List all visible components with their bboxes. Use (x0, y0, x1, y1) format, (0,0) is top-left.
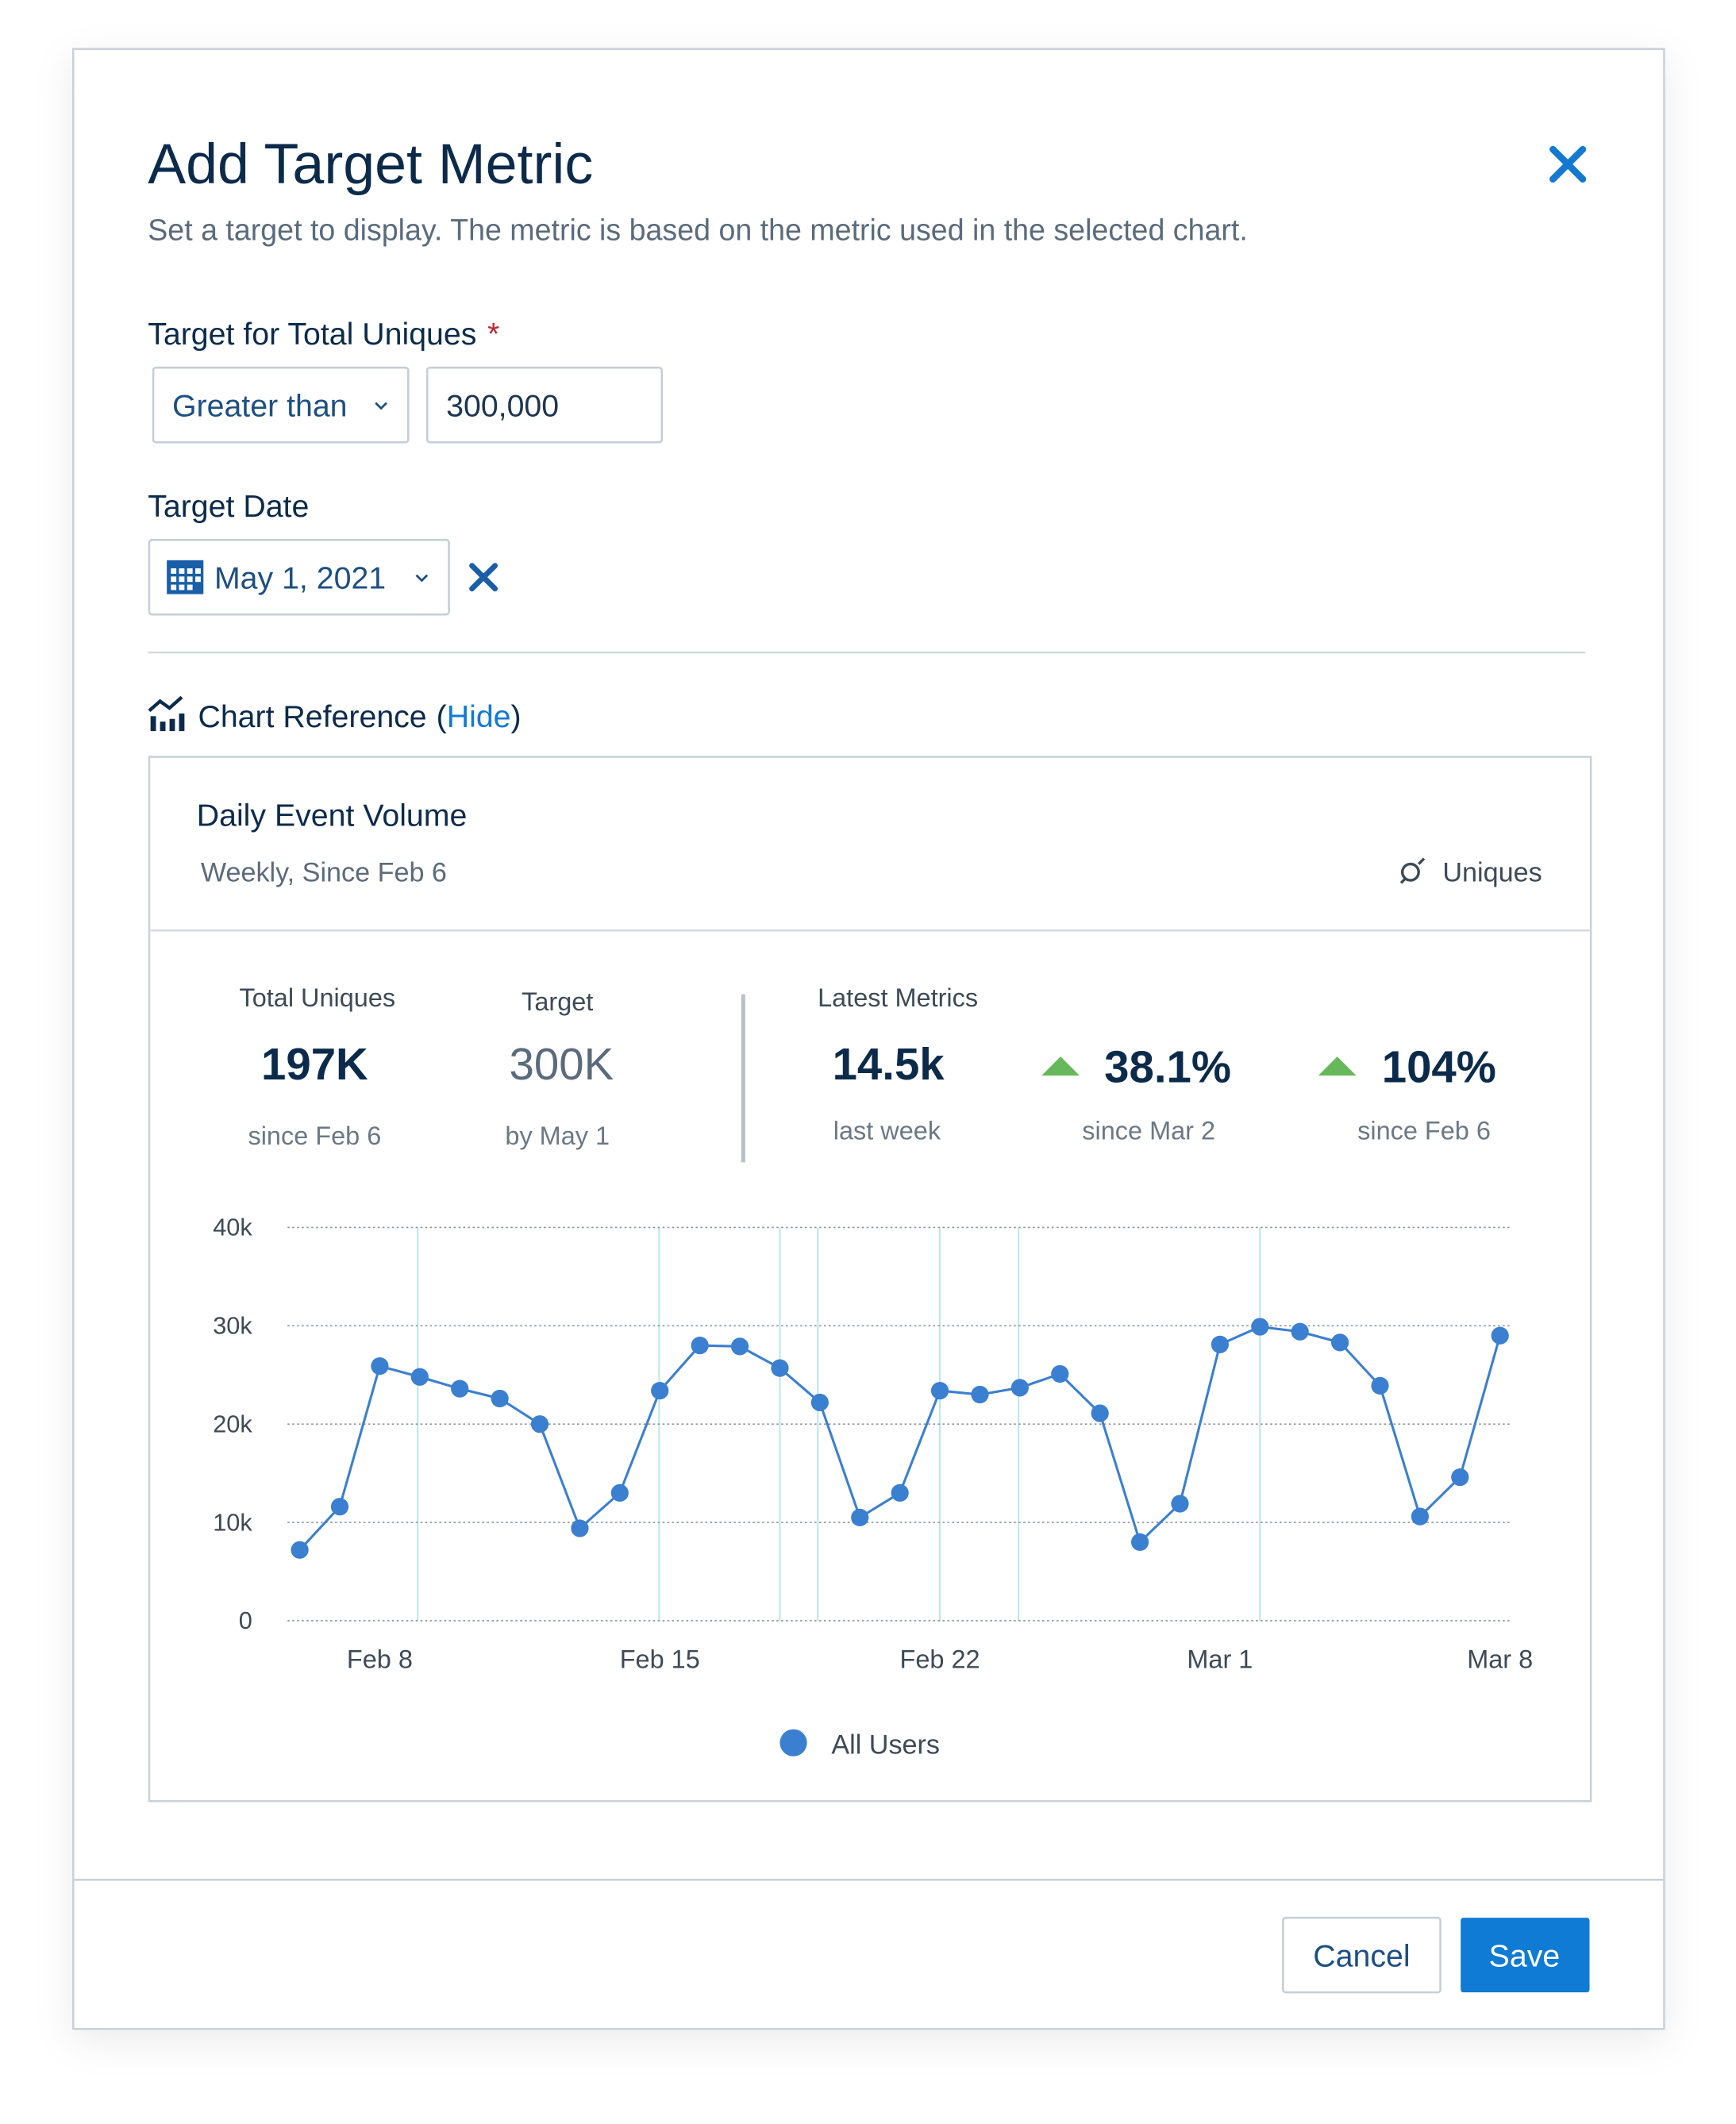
x-tick-label: Feb 15 (620, 1645, 700, 1674)
trend-up (1318, 1056, 1357, 1076)
required-mark: * (487, 317, 499, 352)
data-point (1411, 1507, 1430, 1526)
button-label: Save (1489, 1939, 1561, 1974)
metric-name: Uniques (1442, 858, 1542, 888)
y-tick-label: 30k (213, 1312, 252, 1340)
x-tick-label: Mar 1 (1187, 1645, 1253, 1674)
data-point (1291, 1322, 1309, 1341)
calendar-icon (167, 560, 204, 594)
hide-link[interactable]: Hide (447, 699, 511, 734)
data-point (330, 1498, 349, 1516)
paren: ) (511, 699, 522, 734)
x-tick-label: Mar 8 (1467, 1645, 1533, 1674)
stat-value: 300K (510, 1039, 614, 1089)
data-point (571, 1519, 589, 1537)
data-point (291, 1541, 309, 1559)
stat-value: 197K (261, 1039, 368, 1089)
field-label: Target Date (148, 489, 309, 524)
data-point (1451, 1468, 1469, 1487)
input-value: 300,000 (446, 389, 559, 424)
data-point (1371, 1376, 1389, 1395)
comparison-select[interactable] (152, 366, 410, 444)
button-label: Cancel (1313, 1939, 1410, 1974)
stat-note: since Feb 6 (248, 1122, 382, 1150)
legend-marker (779, 1729, 807, 1757)
data-point (1091, 1404, 1109, 1422)
date-picker[interactable] (148, 538, 450, 616)
data-point (371, 1357, 389, 1376)
data-point (1211, 1335, 1229, 1353)
data-point (1171, 1495, 1189, 1513)
data-point (1330, 1333, 1349, 1352)
x-tick-label: Feb 8 (347, 1645, 413, 1674)
reference-label: Chart Reference (Hide) (198, 699, 521, 734)
latest-value: 14.5k (833, 1039, 945, 1089)
latest-value: 104% (1382, 1042, 1496, 1092)
data-point (971, 1385, 989, 1404)
plot: 0 10k 20k 30k 40k Feb 8 Feb 15 Feb 22 Mar 1 Mar 8… (213, 1214, 1533, 1760)
data-point (1130, 1533, 1149, 1551)
chevron (375, 402, 387, 410)
data-point (1491, 1326, 1509, 1345)
select-value: Greater than (172, 389, 348, 424)
trend-up (1041, 1056, 1080, 1076)
data-point (771, 1359, 789, 1377)
legend-label: All Users (831, 1730, 940, 1760)
latest-note: since Mar 2 (1082, 1116, 1215, 1145)
card-subtitle: Weekly, Since Feb 6 (201, 858, 447, 888)
latest-heading: Latest Metrics (818, 983, 978, 1012)
latest-value: 38.1% (1104, 1042, 1231, 1092)
stat-note: by May 1 (505, 1122, 610, 1150)
y-tick-label: 20k (213, 1410, 252, 1437)
data-point (1051, 1364, 1069, 1383)
paren: ( (437, 699, 447, 734)
y-tick-label: 40k (213, 1214, 252, 1241)
stat-label: Target (522, 987, 593, 1016)
cancel-button[interactable] (1282, 1916, 1442, 1994)
data-point (410, 1368, 429, 1386)
data-point (1251, 1318, 1269, 1336)
label-text: Target for Total Uniques (148, 317, 476, 352)
date-value: May 1, 2021 (214, 561, 386, 596)
data-point (451, 1379, 469, 1398)
y-tick-label: 0 (239, 1606, 252, 1634)
chart-icon (148, 695, 185, 732)
close-button[interactable] (1549, 145, 1587, 183)
data-point (730, 1337, 749, 1356)
data-point (810, 1393, 829, 1412)
field-label: Target for Total Uniques * (148, 317, 499, 352)
latest-note: since Feb 6 (1357, 1116, 1491, 1145)
y-tick-label: 10k (213, 1508, 252, 1536)
data-point (651, 1381, 669, 1400)
data-point (1010, 1379, 1029, 1397)
data-point (610, 1483, 629, 1503)
metric-icon (1399, 857, 1426, 884)
data-point (691, 1336, 709, 1355)
x-tick-label: Feb 22 (900, 1645, 980, 1674)
reference-text: Chart Reference (198, 699, 426, 734)
target-input[interactable] (425, 366, 664, 444)
data-point (930, 1381, 949, 1400)
save-button[interactable] (1461, 1918, 1590, 1993)
data-point (891, 1483, 909, 1503)
data-point (851, 1508, 869, 1526)
stat-label: Total Uniques (239, 983, 395, 1012)
data-point (530, 1415, 549, 1433)
chevron (415, 574, 429, 583)
dialog-title: Add Target Metric (148, 133, 593, 196)
data-point (491, 1389, 509, 1408)
latest-note: last week (833, 1116, 941, 1145)
dialog-subtitle: Set a target to display. The metric is b… (148, 214, 1248, 247)
card-title: Daily Event Volume (197, 798, 468, 833)
clear-date[interactable] (469, 563, 498, 592)
